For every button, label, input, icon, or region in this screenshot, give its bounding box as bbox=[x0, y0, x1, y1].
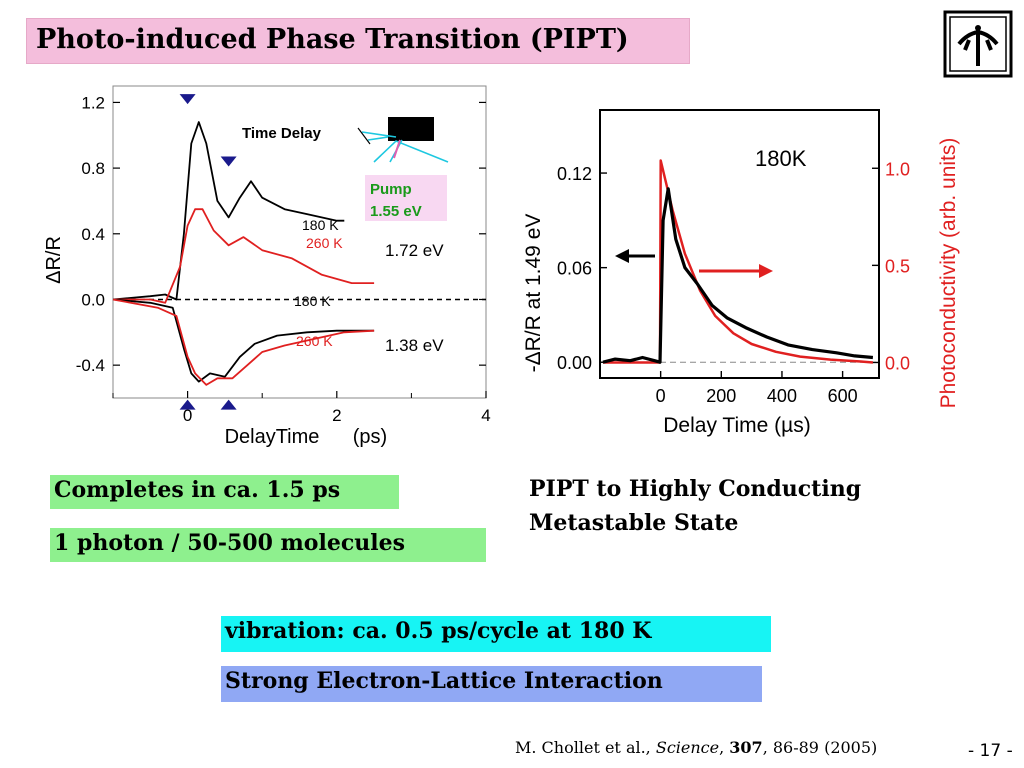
left-reflectivity-plot: 1.20.80.40.0-0.40 2 4 ΔR/R DelayTime (ps) … bbox=[40, 80, 510, 460]
right-ytick-right-label: 1.0 bbox=[885, 159, 910, 179]
right-ytick-right-label: 0.0 bbox=[885, 353, 910, 373]
note-vibration: vibration: ca. 0.5 ps/cycle at 180 K bbox=[221, 616, 771, 652]
right-ytick-right-label: 0.5 bbox=[885, 256, 910, 276]
note-electron-lattice: Strong Electron-Lattice Interaction bbox=[221, 666, 762, 702]
left-ytick-label: 0.4 bbox=[81, 225, 105, 244]
left-series-line-0 bbox=[112, 121, 345, 301]
label-lower-energy: 1.38 eV bbox=[385, 336, 444, 355]
inset-time-delay: Time Delay bbox=[242, 125, 322, 142]
triangle-marker-icon bbox=[179, 399, 196, 410]
inset-pump-energy: 1.55 eV bbox=[370, 203, 422, 220]
left-series-line-1 bbox=[113, 208, 375, 304]
pipt-caption-line1: PIPT to Highly Conducting bbox=[529, 476, 862, 502]
left-plot-frame bbox=[112, 85, 487, 399]
citation-journal: Science bbox=[655, 738, 720, 757]
pipt-caption: PIPT to Highly Conducting Metastable Sta… bbox=[529, 472, 861, 540]
pipt-caption-line2: Metastable State bbox=[529, 510, 739, 536]
left-xlabel: DelayTime bbox=[225, 426, 320, 448]
left-xtick-label: 2 bbox=[332, 406, 341, 425]
right-ytick-left-label: 0.00 bbox=[557, 353, 592, 373]
right-ylabel-right: Photoconductivity (arb. units) bbox=[937, 138, 960, 409]
inset-pump-label: Pump bbox=[370, 181, 412, 198]
citation: M. Chollet et al., Science, 307, 86-89 (… bbox=[515, 738, 878, 757]
right-xtick-label: 200 bbox=[706, 386, 736, 406]
triangle-marker-icon bbox=[179, 94, 196, 105]
left-ytick-label: -0.4 bbox=[76, 356, 105, 375]
label-lower-260k: 260 K bbox=[296, 333, 333, 349]
title-banner bbox=[26, 18, 690, 64]
page-number: - 17 - bbox=[968, 741, 1013, 761]
label-lower-180k: 180 K bbox=[294, 293, 331, 309]
left-xtick-label: 0 bbox=[183, 406, 192, 425]
inset-pump-box bbox=[365, 175, 447, 221]
note-completes: Completes in ca. 1.5 ps bbox=[50, 475, 399, 509]
page-title: Photo-induced Phase Transition (PIPT) bbox=[36, 24, 629, 55]
left-ytick-label: 1.2 bbox=[81, 93, 105, 112]
citation-authors: M. Chollet et al., bbox=[515, 738, 656, 757]
citation-pages: , 86-89 (2005) bbox=[762, 738, 878, 757]
citation-volume: 307 bbox=[729, 738, 763, 757]
note-photon: 1 photon / 50-500 molecules bbox=[50, 528, 486, 562]
right-temp-label: 180K bbox=[755, 146, 807, 171]
right-ylabel-left: -ΔR/R at 1.49 eV bbox=[522, 214, 545, 373]
label-upper-energy: 1.72 eV bbox=[385, 241, 444, 260]
reflectivity-line bbox=[602, 187, 874, 364]
university-logo-icon bbox=[943, 10, 1013, 78]
triangle-marker-icon bbox=[220, 156, 237, 167]
right-ytick-left-label: 0.06 bbox=[557, 259, 592, 279]
right-xtick-label: 0 bbox=[656, 386, 666, 406]
photoconductivity-line bbox=[603, 159, 874, 364]
right-photoconductivity-plot: 0.120.060.001.00.50.00 200 400 600 180K -ΔR… bbox=[522, 109, 960, 437]
inset-beam-lines bbox=[361, 131, 449, 163]
right-xtick-label: 400 bbox=[767, 386, 797, 406]
label-upper-260k: 260 K bbox=[306, 235, 343, 251]
left-ylabel: ΔR/R bbox=[43, 236, 65, 284]
left-ytick-label: 0.0 bbox=[81, 290, 105, 309]
triangle-marker-icon bbox=[220, 399, 237, 410]
left-series-line-3 bbox=[112, 298, 375, 386]
label-upper-180k: 180 K bbox=[302, 217, 339, 233]
left-xlabel-unit: (ps) bbox=[353, 426, 387, 448]
right-xtick-label: 600 bbox=[828, 386, 858, 406]
right-plot-frame bbox=[599, 109, 880, 379]
left-ytick-label: 0.8 bbox=[81, 159, 105, 178]
left-xtick-label: 4 bbox=[481, 406, 490, 425]
right-xlabel: Delay Time (µs) bbox=[663, 414, 810, 437]
right-ytick-left-label: 0.12 bbox=[557, 164, 592, 184]
